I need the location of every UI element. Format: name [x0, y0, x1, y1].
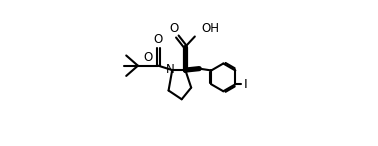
Text: O: O: [154, 33, 163, 46]
Text: I: I: [244, 78, 248, 91]
Text: O: O: [170, 22, 179, 35]
Text: N: N: [166, 63, 174, 76]
Text: O: O: [144, 51, 153, 64]
Text: OH: OH: [201, 22, 219, 35]
